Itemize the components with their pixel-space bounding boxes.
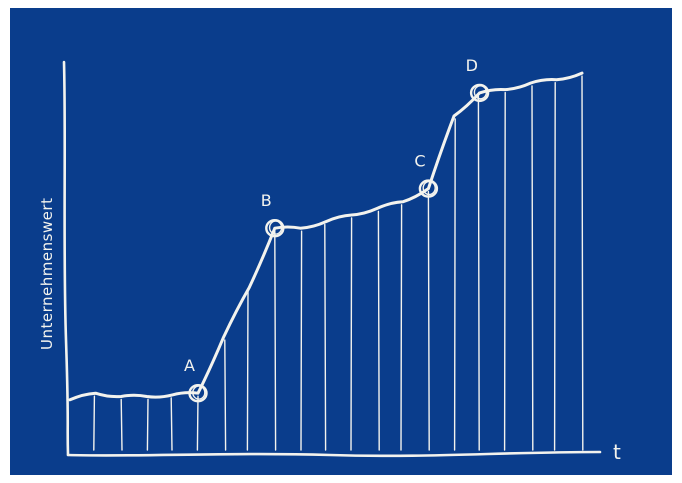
milestone-circle — [418, 179, 439, 198]
hatch-line — [93, 395, 96, 451]
milestone-b: B — [261, 191, 285, 238]
hatch-line — [553, 81, 556, 451]
milestone-circle — [265, 218, 285, 238]
milestone-circle — [188, 384, 208, 403]
hatch-line — [400, 204, 403, 451]
x-axis-label: t — [613, 440, 621, 464]
hatch-line — [350, 217, 353, 451]
hatch-line — [246, 289, 249, 451]
hatch-line — [170, 397, 173, 451]
hatch-line — [477, 95, 480, 451]
x-axis — [66, 450, 602, 458]
milestone-label: D — [466, 56, 478, 75]
milestone-d: D — [466, 56, 490, 103]
milestone-inner-circle — [473, 85, 488, 100]
milestone-inner-circle — [422, 180, 436, 196]
milestone-label: A — [184, 356, 195, 375]
milestone-markers: A B C D — [184, 56, 490, 403]
hatch-line — [377, 210, 380, 451]
milestone-circle — [469, 83, 490, 103]
y-axis — [62, 60, 70, 457]
hatch-line — [224, 339, 227, 451]
hatch-line — [274, 230, 277, 451]
milestone-label: C — [414, 152, 425, 171]
milestone-inner-circle — [268, 220, 283, 235]
y-axis-label: Unternehmenswert — [38, 198, 56, 350]
hatch-line — [196, 395, 199, 451]
hatch-line — [120, 398, 123, 451]
hatch-line — [324, 223, 327, 451]
hatch-line — [146, 398, 149, 451]
milestone-a: A — [184, 356, 208, 403]
hatch-line — [300, 230, 303, 451]
value-curve-line — [68, 71, 584, 402]
milestone-label: B — [261, 191, 272, 210]
hatch-line — [427, 190, 430, 451]
hatch-line — [581, 75, 584, 451]
hatch-line — [453, 118, 456, 451]
hatch-line — [503, 91, 506, 451]
milestone-inner-circle — [192, 385, 206, 400]
milestone-c: C — [414, 152, 439, 198]
hatch-line — [531, 85, 534, 451]
hatch-lines — [93, 75, 584, 451]
